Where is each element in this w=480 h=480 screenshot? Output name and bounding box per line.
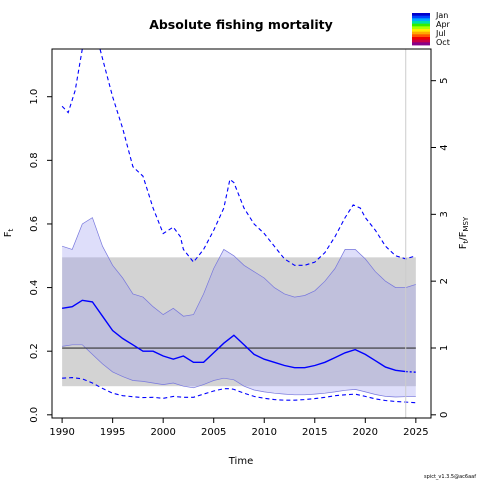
svg-text:Ft: Ft bbox=[3, 228, 15, 237]
y-axis-title-main: F bbox=[3, 231, 14, 237]
prediction-lower-line bbox=[62, 377, 416, 404]
y2-tick-label: 4 bbox=[439, 144, 450, 150]
legend-swatch bbox=[412, 34, 430, 38]
y-tick-label: 0.4 bbox=[29, 280, 40, 296]
plot-marks bbox=[61, 49, 416, 418]
y2-axis-title-den-sub: MSY bbox=[462, 216, 470, 231]
estimate-line bbox=[61, 299, 406, 373]
y2-axis-title-sep: / bbox=[458, 237, 469, 241]
estimate-confidence-ribbon bbox=[62, 217, 416, 397]
legend-label: Jan bbox=[435, 11, 448, 20]
y-axis: 0.0 0.2 0.4 0.6 0.8 1.0 bbox=[29, 89, 52, 423]
x-axis-title: Time bbox=[228, 456, 253, 467]
x-axis: 1990 1995 2000 2005 2010 2015 2020 2025 bbox=[49, 418, 429, 438]
legend-swatch bbox=[412, 29, 430, 33]
y2-axis: 0 1 2 3 4 5 bbox=[431, 77, 450, 418]
legend-swatch bbox=[412, 31, 430, 35]
plot-area bbox=[61, 49, 416, 418]
y2-axis-title-den: F bbox=[458, 231, 469, 237]
legend-swatch bbox=[412, 18, 430, 22]
x-tick-label: 2010 bbox=[252, 427, 277, 438]
legend-swatch bbox=[412, 39, 430, 43]
x-tick-label: 1995 bbox=[100, 427, 125, 438]
plot-frame bbox=[51, 48, 432, 419]
legend-swatch bbox=[412, 37, 430, 41]
y2-tick-label: 5 bbox=[439, 77, 450, 83]
y-tick-label: 0.2 bbox=[29, 343, 40, 359]
axes: 1990 1995 2000 2005 2010 2015 2020 20250.00.20.… bbox=[29, 77, 450, 438]
x-tick-label: 2015 bbox=[302, 427, 327, 438]
chart-title: Absolute fishing mortality bbox=[149, 17, 333, 32]
legend-label: Jul bbox=[435, 29, 446, 38]
fmsy-confidence-band bbox=[62, 257, 416, 387]
y-tick-label: 0.6 bbox=[29, 216, 40, 232]
legend-swatch bbox=[412, 42, 430, 46]
ci-upper-line bbox=[61, 217, 416, 317]
legend-label: Oct bbox=[436, 38, 450, 47]
y-tick-label: 0.8 bbox=[29, 152, 40, 168]
y-tick-label: 1.0 bbox=[29, 89, 40, 105]
y2-axis-title-num: F bbox=[458, 243, 469, 249]
x-tick-label: 2000 bbox=[150, 427, 175, 438]
y2-axis-title: Ft/FMSY bbox=[458, 216, 470, 249]
x-tick-label: 2025 bbox=[403, 427, 428, 438]
ci-lower-line bbox=[62, 344, 416, 398]
y-axis-title: Ft bbox=[3, 228, 15, 237]
legend-swatch bbox=[412, 21, 430, 25]
y2-tick-label: 3 bbox=[439, 211, 450, 217]
svg-text:Ft/FMSY: Ft/FMSY bbox=[458, 216, 470, 249]
legend-swatch bbox=[412, 26, 430, 30]
x-tick-label: 2020 bbox=[353, 427, 378, 438]
estimate-projection-line bbox=[405, 370, 416, 373]
y-tick-label: 0.0 bbox=[29, 407, 40, 423]
legend-swatch bbox=[412, 23, 430, 27]
x-tick-label: 1990 bbox=[49, 427, 74, 438]
legend-swatch bbox=[412, 13, 430, 17]
legend-swatch bbox=[412, 15, 430, 19]
y2-tick-label: 0 bbox=[439, 412, 450, 418]
version-footer: spict_v1.3.5@ac6aaf bbox=[424, 474, 476, 480]
x-tick-label: 2005 bbox=[201, 427, 226, 438]
y2-tick-label: 2 bbox=[439, 278, 450, 284]
y2-axis-title-num-sub: t bbox=[462, 240, 470, 243]
prediction-upper-line bbox=[61, 49, 416, 266]
y2-tick-label: 1 bbox=[439, 345, 450, 351]
y-axis-title-sub: t bbox=[7, 228, 15, 231]
legend-label: Apr bbox=[436, 20, 451, 29]
